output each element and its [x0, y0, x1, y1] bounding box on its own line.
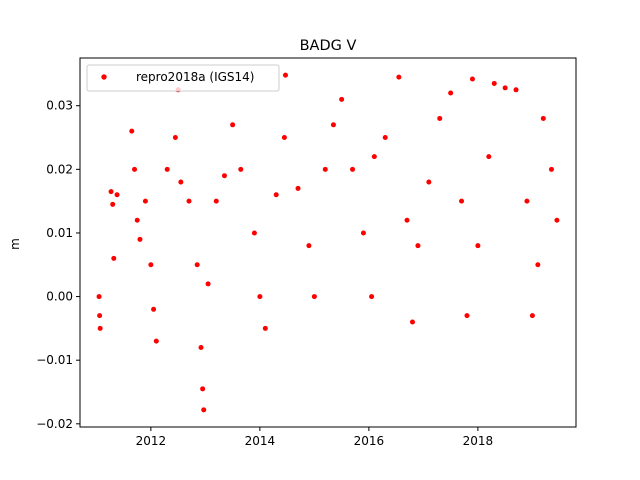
axes: 2012 2014 2016 2018 −0.02 −0.01 0.00 0.01 0.02 0.…	[36, 57, 577, 448]
data-point	[524, 198, 530, 204]
legend-label: repro2018a (IGS14)	[136, 70, 254, 84]
y-tick-label: 0.02	[46, 162, 73, 176]
data-point	[230, 122, 236, 128]
data-point	[198, 344, 204, 350]
data-point	[132, 166, 138, 172]
y-tick-label: 0.03	[46, 99, 73, 113]
data-point	[486, 154, 492, 160]
data-point	[200, 386, 206, 392]
y-tick-label: −0.02	[36, 417, 73, 431]
data-point	[295, 185, 301, 191]
y-tick-label: −0.01	[36, 353, 73, 367]
legend-marker	[101, 74, 107, 80]
data-point	[322, 166, 328, 172]
data-point	[404, 217, 410, 223]
data-point	[535, 262, 541, 268]
data-point	[262, 325, 268, 331]
data-point	[339, 96, 345, 102]
data-point	[554, 217, 560, 223]
data-point	[148, 262, 154, 268]
data-point	[142, 198, 148, 204]
data-point	[205, 281, 211, 287]
data-point	[129, 128, 135, 134]
data-point	[137, 236, 143, 242]
data-point	[448, 90, 454, 96]
data-point	[350, 166, 356, 172]
data-point	[360, 230, 366, 236]
plot-frame	[79, 57, 577, 428]
data-point	[513, 87, 519, 93]
data-point	[281, 135, 287, 141]
chart-title: BADG V	[300, 38, 357, 54]
data-point	[97, 313, 103, 319]
data-point	[396, 74, 402, 80]
data-point	[194, 262, 200, 268]
data-point	[108, 189, 114, 195]
data-point	[282, 72, 288, 78]
legend: repro2018a (IGS14)	[86, 64, 280, 92]
data-point	[330, 122, 336, 128]
data-point	[97, 325, 103, 331]
data-point	[437, 115, 443, 121]
data-point	[371, 154, 377, 160]
y-axis-label: m	[8, 238, 22, 250]
data-point	[426, 179, 432, 185]
y-tick-label: 0.00	[46, 290, 73, 304]
data-point	[415, 243, 421, 249]
x-tick-label: 2014	[245, 434, 276, 448]
data-point	[164, 166, 170, 172]
data-point	[273, 192, 279, 198]
data-point	[491, 80, 497, 86]
data-point	[306, 243, 312, 249]
data-point	[110, 201, 116, 207]
data-point	[409, 319, 415, 325]
data-point	[369, 294, 375, 300]
data-point	[96, 294, 102, 300]
data-point	[114, 192, 120, 198]
data-point	[548, 166, 554, 172]
data-point	[172, 135, 178, 141]
data-point	[186, 198, 192, 204]
x-tick-label: 2018	[463, 434, 494, 448]
data-point	[238, 166, 244, 172]
data-point	[153, 338, 159, 344]
data-points	[96, 72, 560, 413]
data-point	[151, 306, 157, 312]
data-point	[311, 294, 317, 300]
legend-box	[86, 64, 280, 92]
data-point	[502, 85, 508, 91]
x-tick-label: 2012	[136, 434, 167, 448]
y-tick-label: 0.01	[46, 226, 73, 240]
data-point	[111, 255, 117, 261]
data-point	[540, 115, 546, 121]
data-point	[459, 198, 465, 204]
data-point	[213, 198, 219, 204]
data-point	[464, 313, 470, 319]
data-point	[201, 407, 207, 413]
x-tick-label: 2016	[354, 434, 385, 448]
data-point	[475, 243, 481, 249]
data-point	[221, 173, 227, 179]
data-point	[178, 179, 184, 185]
data-point	[257, 294, 263, 300]
data-point	[469, 76, 475, 82]
data-point	[529, 313, 535, 319]
data-point	[134, 217, 140, 223]
data-point	[382, 135, 388, 141]
data-point	[251, 230, 257, 236]
